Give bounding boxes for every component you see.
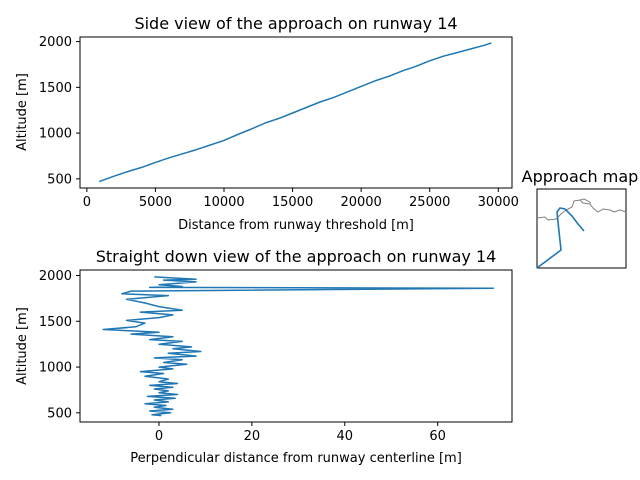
top-y-axis-label: Altitude [m] xyxy=(15,73,30,151)
top-x-tick-label: 30000 xyxy=(478,195,519,210)
bottom-y-tick-label: 2000 xyxy=(39,269,72,284)
top-y-tick-label: 1500 xyxy=(39,81,72,96)
top-y-tick-label: 1000 xyxy=(39,127,72,142)
coastline-detail xyxy=(579,198,592,204)
top-y-tick-label: 2000 xyxy=(39,35,72,50)
bottom-x-tick-label: 20 xyxy=(244,429,261,444)
bottom-x-tick-label: 0 xyxy=(155,429,163,444)
bottom-y-tick-label: 1500 xyxy=(39,315,72,330)
coastline-outline xyxy=(536,199,627,221)
approach-map-title: Approach map xyxy=(522,167,639,186)
approach-track xyxy=(536,207,585,269)
bottom-y-tick-label: 500 xyxy=(47,406,72,421)
top-x-tick-label: 10000 xyxy=(203,195,244,210)
top-series-line xyxy=(98,42,492,183)
top-x-axis-label: Distance from runway threshold [m] xyxy=(178,218,414,233)
bottom-x-axis-label: Perpendicular distance from runway cente… xyxy=(130,451,462,466)
bottom-x-tick-label: 60 xyxy=(429,429,446,444)
approach-map-inset: Approach map xyxy=(522,167,639,269)
top-panel: Side view of the approach on runway 14 0… xyxy=(15,14,519,233)
bottom-chart-title: Straight down view of the approach on ru… xyxy=(96,247,497,266)
top-axes-frame xyxy=(79,36,513,189)
top-x-tick-label: 20000 xyxy=(340,195,381,210)
bottom-panel: Straight down view of the approach on ru… xyxy=(15,247,513,466)
top-plot-area: 0 5000 10000 15000 20000 25000 30000 500 1000 150… xyxy=(39,35,519,210)
bottom-series-line xyxy=(102,276,495,417)
bottom-x-tick-label: 40 xyxy=(337,429,354,444)
top-x-tick-label: 0 xyxy=(83,195,91,210)
top-y-tick-label: 500 xyxy=(47,172,72,187)
bottom-y-tick-label: 1000 xyxy=(39,361,72,376)
top-x-tick-label: 15000 xyxy=(272,195,313,210)
top-chart-title: Side view of the approach on runway 14 xyxy=(134,14,457,33)
bottom-axes-frame xyxy=(79,269,513,423)
top-x-tick-label: 5000 xyxy=(139,195,172,210)
bottom-plot-area: 0 20 40 60 500 1000 1500 2000 xyxy=(39,269,495,444)
bottom-y-axis-label: Altitude [m] xyxy=(15,307,30,385)
top-x-tick-label: 25000 xyxy=(409,195,450,210)
